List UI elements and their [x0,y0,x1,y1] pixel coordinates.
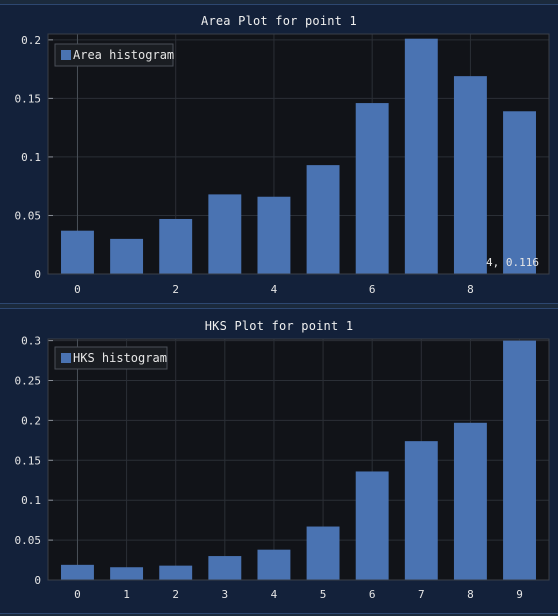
histogram-bar[interactable] [453,76,487,275]
x-tick-label: 4 [271,283,278,296]
histogram-bar[interactable] [110,567,144,580]
histogram-bar[interactable] [404,441,438,580]
y-tick-label: 0 [34,268,41,281]
histogram-bar[interactable] [208,194,242,274]
y-tick-label: 0.1 [21,151,41,164]
x-tick-label: 7 [418,588,425,601]
histogram-bar[interactable] [306,165,340,274]
legend-label: HKS histogram [73,351,167,365]
histogram-bar[interactable] [257,549,291,580]
legend-label: Area histogram [73,48,174,62]
y-tick-label: 0.25 [15,374,42,387]
y-tick-label: 0 [34,574,41,587]
hks-plot[interactable]: 0 0.05 0.1 0.15 0.2 0.25 0.3 0 1 2 3 4 5 6 7 8 9 HKS hist… [0,0,558,601]
y-tick-label: 0.15 [15,454,42,467]
histogram-bar[interactable] [110,238,144,274]
histogram-bar[interactable] [453,422,487,580]
histogram-bar[interactable] [61,564,94,580]
y-tick-label: 0.2 [21,34,41,47]
legend-box[interactable] [54,43,174,67]
x-tick-label: 2 [172,283,179,296]
histogram-bar[interactable] [306,526,340,580]
histogram-bar[interactable] [355,471,389,580]
histogram-bar[interactable] [159,565,193,580]
histogram-bar[interactable] [61,230,94,274]
legend-swatch [61,50,71,60]
mouse-position-readout: 4, 0.116 [486,256,539,269]
x-tick-label: 8 [467,588,474,601]
histogram-bar[interactable] [257,196,291,274]
area-plot-title: Area Plot for point 1 [201,14,357,28]
histogram-bar[interactable] [503,340,536,580]
x-tick-label: 9 [516,588,523,601]
x-tick-label: 0 [74,283,81,296]
area-plot[interactable]: 0 0.05 0.1 0.15 0.2 0 2 4 6 8 Area histogram 4, 0.1… [0,0,558,300]
y-tick-label: 0.1 [21,494,41,507]
x-tick-label: 8 [467,283,474,296]
x-tick-label: 2 [172,588,179,601]
x-tick-label: 5 [320,588,327,601]
x-tick-label: 1 [123,588,130,601]
x-tick-label: 4 [271,588,278,601]
legend-swatch [61,353,71,363]
legend-box[interactable] [54,346,168,370]
x-tick-label: 3 [222,588,229,601]
histogram-bar[interactable] [503,111,536,274]
y-tick-label: 0.05 [15,534,42,547]
plot-frame [47,338,550,581]
x-tick-label: 6 [369,283,376,296]
x-tick-label: 6 [369,588,376,601]
y-tick-label: 0.05 [15,209,42,222]
hks-plot-title: HKS Plot for point 1 [204,319,354,333]
histogram-bar[interactable] [404,38,438,275]
x-tick-label: 0 [74,588,81,601]
histogram-bar[interactable] [208,556,242,580]
y-tick-label: 0.2 [21,414,41,427]
y-tick-label: 0.15 [15,92,42,105]
y-tick-label: 0.3 [21,335,41,348]
histogram-bar[interactable] [355,103,389,274]
plot-frame [47,33,550,275]
histogram-bar[interactable] [159,218,193,274]
